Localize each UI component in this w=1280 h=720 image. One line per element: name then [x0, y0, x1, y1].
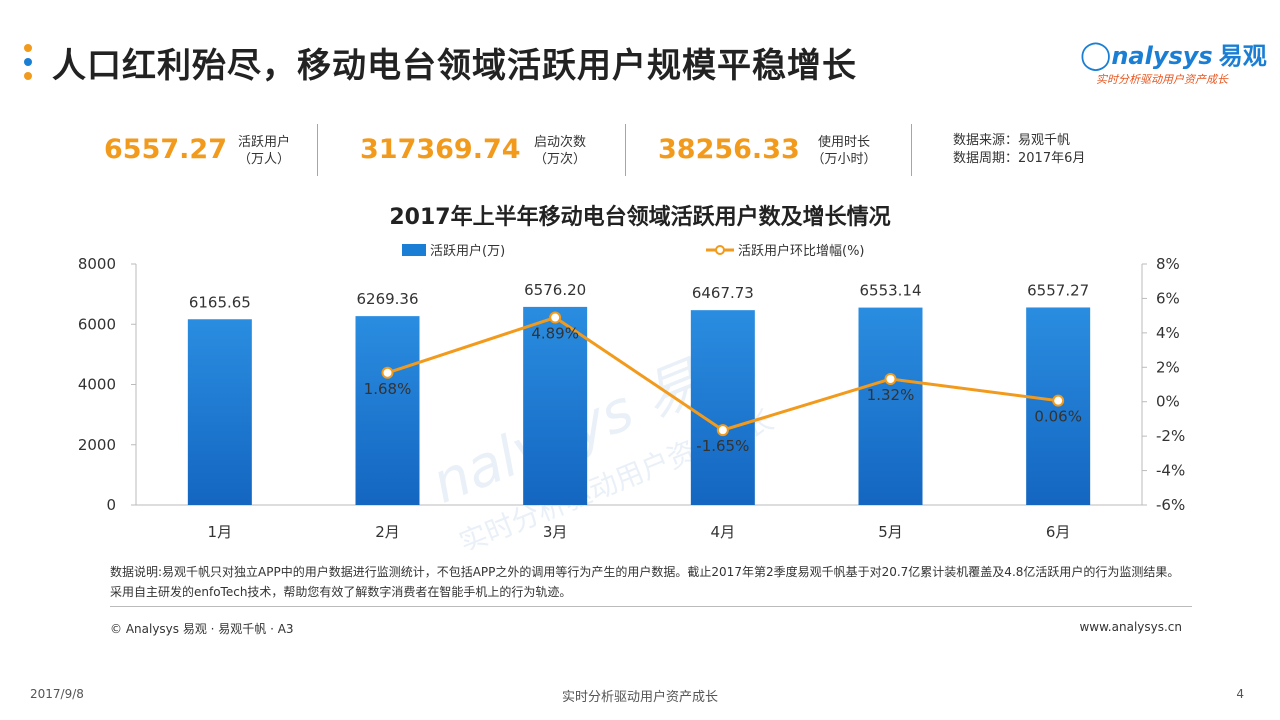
- page-number: 4: [1236, 687, 1244, 701]
- footer-slogan: 实时分析驱动用户资产成长: [561, 690, 718, 705]
- kpi-label: 使用时长 （万小时）: [811, 135, 877, 167]
- y-tick-label-left: 0: [106, 496, 116, 514]
- bullet-dot: [24, 72, 32, 80]
- line-point: [381, 366, 394, 379]
- kpi-divider: [625, 124, 626, 176]
- logo-slogan: 实时分析驱动用户资产成长: [1096, 73, 1228, 86]
- x-tick-label: 2月: [375, 523, 400, 541]
- y-tick-label-right: -4%: [1156, 462, 1185, 480]
- bar-value-label: 6576.20: [524, 281, 586, 299]
- y-tick-label-right: 2%: [1156, 358, 1180, 376]
- y-tick-label-right: 0%: [1156, 393, 1180, 411]
- line-value-label: -1.65%: [696, 437, 749, 455]
- line-value-label: 1.68%: [364, 380, 412, 398]
- bar-value-label: 6467.73: [692, 284, 754, 302]
- chart-title: 2017年上半年移动电台领域活跃用户数及增长情况: [389, 204, 890, 230]
- bar: [858, 307, 923, 505]
- page-title: 人口红利殆尽，移动电台领域活跃用户规模平稳增长: [52, 46, 857, 86]
- line-point: [549, 311, 562, 324]
- bar: [690, 310, 755, 505]
- bar-value-label: 6557.27: [1027, 281, 1089, 299]
- x-tick-label: 5月: [878, 523, 903, 541]
- data-source: 数据来源：易观千帆 数据周期：2017年6月: [953, 133, 1086, 166]
- kpi-label: 启动次数 （万次）: [533, 135, 586, 167]
- legend-label: 活跃用户(万): [430, 243, 505, 259]
- bar: [355, 316, 420, 505]
- kpi-value: 6557.27: [104, 134, 227, 165]
- kpi-divider: [317, 124, 318, 176]
- kpi-label: 活跃用户 （万人）: [237, 135, 290, 167]
- y-tick-label-left: 6000: [78, 315, 116, 333]
- bullet-dot: [24, 58, 32, 66]
- logo-a-glyph: ◯: [1080, 38, 1112, 71]
- kpi-value: 317369.74: [360, 134, 521, 165]
- divider-line: [110, 606, 1192, 607]
- footer-date: 2017/9/8: [30, 687, 84, 701]
- data-note: 数据说明:易观千帆只对独立APP中的用户数据进行监测统计，不包括APP之外的调用…: [110, 565, 1180, 599]
- y-tick-label-left: 2000: [78, 436, 116, 454]
- line-value-label: 1.32%: [867, 386, 915, 404]
- line-value-label: 0.06%: [1034, 408, 1082, 426]
- y-tick-label-right: 8%: [1156, 255, 1180, 273]
- y-tick-label-right: -2%: [1156, 427, 1185, 445]
- y-tick-label-left: 8000: [78, 255, 116, 273]
- website-link[interactable]: www.analysys.cn: [1079, 620, 1182, 634]
- bar: [187, 319, 252, 505]
- bar: [523, 306, 588, 505]
- line-point: [716, 424, 729, 437]
- x-tick-label: 3月: [543, 523, 568, 541]
- y-tick-label-right: 4%: [1156, 324, 1180, 342]
- legend-label: 活跃用户环比增幅(%): [738, 243, 865, 259]
- bar-value-label: 6553.14: [859, 282, 921, 300]
- y-tick-label-left: 4000: [78, 376, 116, 394]
- analysys-logo: ◯nalysys 易观 实时分析驱动用户资产成长: [1080, 36, 1267, 87]
- legend-swatch-marker: [715, 245, 725, 255]
- x-tick-label: 6月: [1046, 523, 1071, 541]
- line-point: [1052, 394, 1065, 407]
- bar-value-label: 6269.36: [356, 290, 418, 308]
- y-tick-label-right: 6%: [1156, 289, 1180, 307]
- bullet-dot: [24, 44, 32, 52]
- x-tick-label: 1月: [208, 523, 233, 541]
- legend-swatch-bar: [402, 244, 426, 256]
- bar-value-label: 6165.65: [189, 293, 251, 311]
- line-point: [884, 372, 897, 385]
- x-tick-label: 4月: [711, 523, 736, 541]
- copyright: © Analysys 易观 · 易观千帆 · A3: [110, 622, 294, 636]
- line-value-label: 4.89%: [531, 325, 579, 343]
- logo-text: nalysys: [1111, 42, 1213, 70]
- kpi-value: 38256.33: [658, 134, 800, 165]
- title-bullet-dots: [24, 44, 32, 86]
- y-tick-label-right: -6%: [1156, 496, 1185, 514]
- logo-cn: 易观: [1218, 42, 1267, 70]
- kpi-divider: [911, 124, 912, 176]
